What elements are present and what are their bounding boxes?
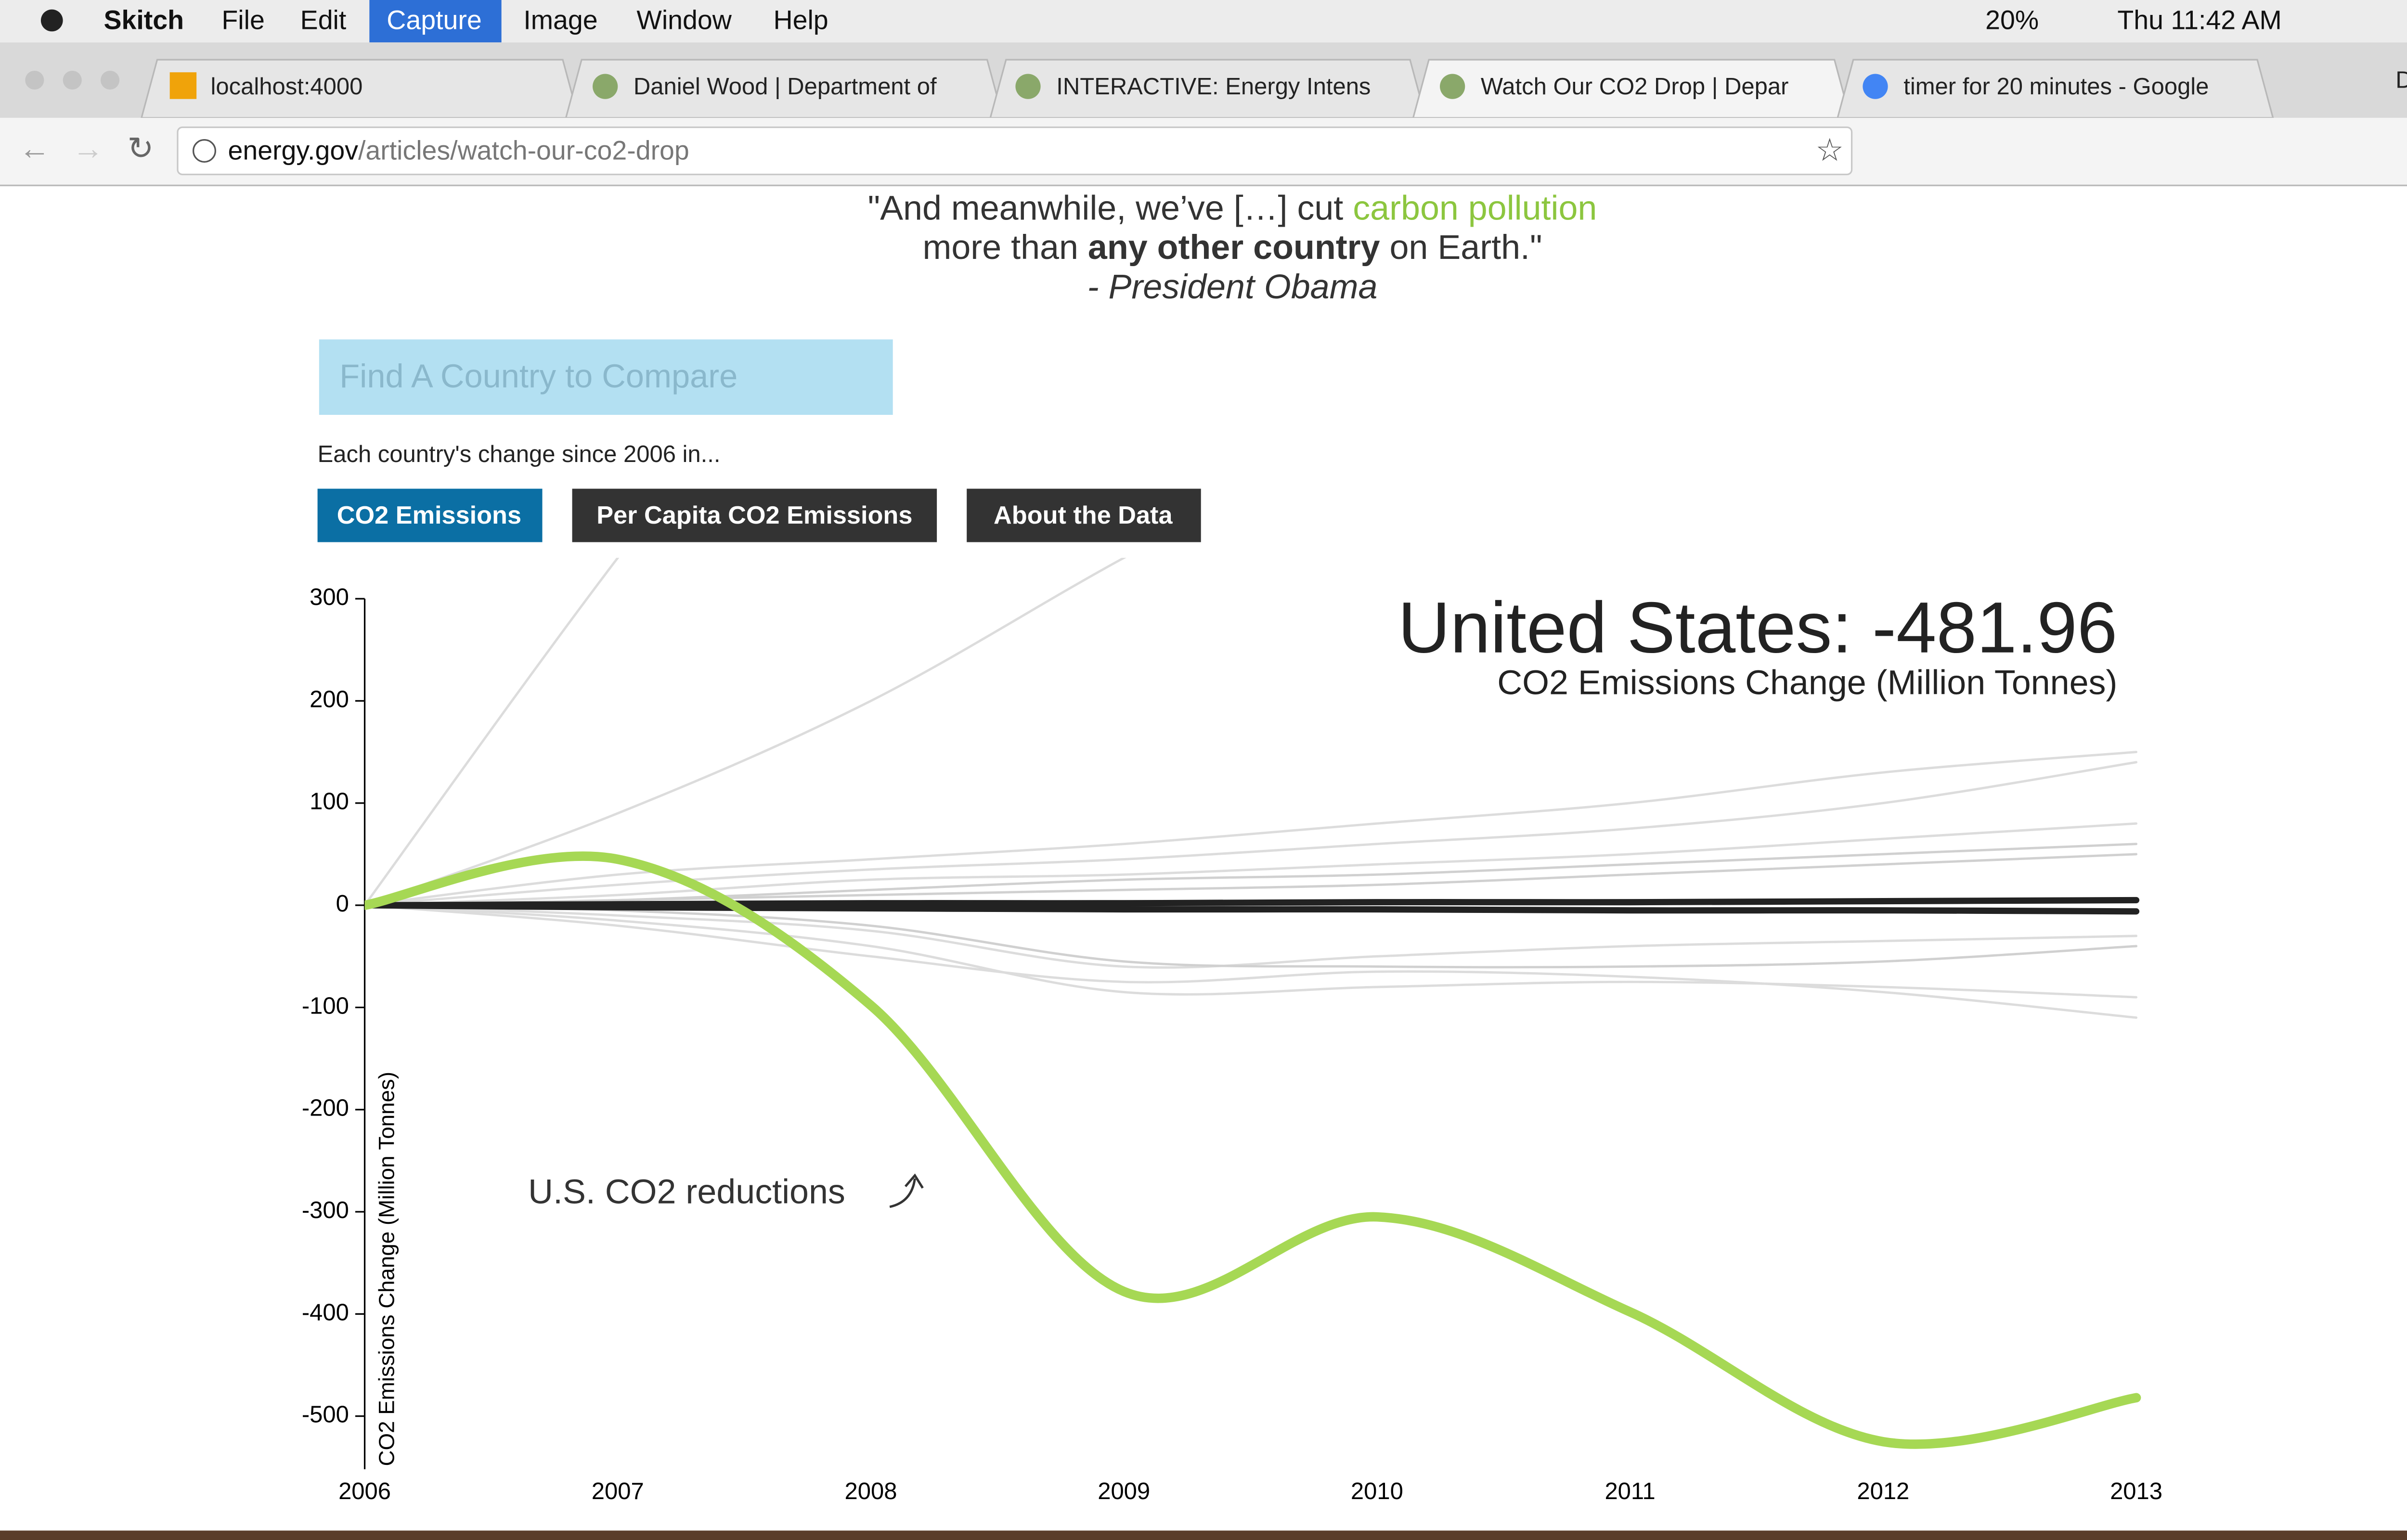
- tab-title[interactable]: timer for 20 minutes - Google: [1903, 74, 2209, 100]
- country-line: [364, 853, 2137, 907]
- intro-text: Each country's change since 2006 in...: [318, 441, 721, 467]
- favicon: [1015, 74, 1041, 99]
- country-line: [364, 822, 2137, 907]
- quote-bold: any other country: [1088, 228, 1380, 267]
- info-icon[interactable]: [193, 139, 216, 163]
- country-line: [364, 558, 1126, 907]
- favicon: [593, 74, 618, 99]
- readout-subtitle: CO2 Emissions Change (Million Tonnes): [1497, 664, 2117, 702]
- bookmark-star[interactable]: ☆: [1815, 132, 1844, 167]
- profile[interactable]: Dan: [2395, 67, 2407, 93]
- menu-highlight: [369, 0, 502, 43]
- window-button[interactable]: [63, 70, 82, 90]
- menu-item[interactable]: File: [221, 5, 264, 35]
- x-tick-label: 2008: [845, 1478, 897, 1504]
- menu-item[interactable]: Edit: [300, 5, 347, 35]
- country-line: [364, 897, 2140, 909]
- y-tick-label: -300: [302, 1197, 349, 1223]
- quote-line: more than any other country on Earth.": [923, 228, 1542, 267]
- readout: United States: -481.96: [1398, 587, 2117, 668]
- y-tick-label: -500: [302, 1402, 349, 1428]
- favicon: [169, 72, 197, 99]
- x-tick-label: 2006: [338, 1478, 391, 1504]
- apple-icon[interactable]: [40, 9, 63, 32]
- highlight-line: [364, 851, 2141, 1449]
- search-box[interactable]: [319, 339, 893, 415]
- quote-attribution: - President Obama: [1087, 268, 1378, 306]
- button[interactable]: [967, 488, 1201, 542]
- tab-title[interactable]: Watch Our CO2 Drop | Depar: [1481, 74, 1789, 100]
- country-line: [364, 904, 2137, 969]
- menu-item[interactable]: Capture: [387, 5, 481, 35]
- y-tick-label: -100: [302, 993, 349, 1019]
- y-tick-label: 200: [310, 686, 349, 712]
- battery[interactable]: 20%: [1985, 5, 2039, 35]
- button[interactable]: [572, 488, 937, 542]
- y-tick-label: 300: [310, 584, 349, 610]
- country-line: [364, 751, 2137, 907]
- quote-text: on Earth.": [1380, 228, 1542, 267]
- country-line: [364, 904, 2137, 969]
- url-path: /articles/watch-our-co2-drop: [358, 135, 689, 165]
- address-bar[interactable]: [177, 126, 1853, 176]
- y-tick-label: 100: [310, 789, 349, 815]
- country-line: [364, 902, 2140, 915]
- url-host: energy.gov: [228, 135, 358, 165]
- x-tick-label: 2007: [592, 1478, 644, 1504]
- y-tick-label: -200: [302, 1095, 349, 1121]
- y-axis-label: CO2 Emissions Change (Million Tonnes): [375, 1072, 399, 1466]
- y-tick-label: -400: [302, 1299, 349, 1325]
- y-tick-label: 0: [336, 891, 349, 917]
- x-tick-label: 2012: [1857, 1478, 1909, 1504]
- x-tick-label: 2013: [2110, 1478, 2162, 1504]
- annotation: U.S. CO2 reductions: [528, 1173, 845, 1211]
- menu-item[interactable]: Image: [523, 5, 597, 35]
- quote-text: more than: [923, 228, 1088, 267]
- desktop-edge: [0, 1530, 2407, 1540]
- x-tick-label: 2010: [1351, 1478, 1403, 1504]
- window-button[interactable]: [100, 70, 120, 90]
- button[interactable]: [317, 488, 543, 542]
- x-tick-label: 2009: [1098, 1478, 1150, 1504]
- menu-item[interactable]: Help: [774, 5, 828, 35]
- forward-button[interactable]: →: [72, 131, 104, 166]
- button-label[interactable]: Per Capita CO2 Emissions: [596, 501, 912, 529]
- annotation-arrow: [889, 1173, 924, 1208]
- button-label[interactable]: CO2 Emissions: [337, 501, 521, 529]
- quote-line: "And meanwhile, we’ve […] cut carbon pol…: [868, 189, 1597, 228]
- quote-highlight: carbon pollution: [1353, 189, 1597, 228]
- tab-title[interactable]: localhost:4000: [211, 74, 363, 100]
- button-label[interactable]: About the Data: [994, 501, 1173, 529]
- tab-title[interactable]: INTERACTIVE: Energy Intens: [1056, 74, 1371, 100]
- app-name[interactable]: Skitch: [104, 5, 184, 35]
- menu-bar: [0, 0, 2407, 43]
- window-button[interactable]: [25, 70, 44, 90]
- country-line: [364, 761, 2137, 907]
- favicon: [1863, 74, 1888, 99]
- plot-lines: [364, 558, 2141, 1449]
- menu-item[interactable]: Window: [636, 5, 732, 35]
- country-line: [364, 904, 2137, 999]
- tab-title[interactable]: Daniel Wood | Department of: [634, 74, 937, 100]
- search-placeholder[interactable]: Find A Country to Compare: [339, 358, 738, 395]
- back-button[interactable]: ←: [19, 131, 50, 166]
- x-tick-label: 2011: [1605, 1478, 1655, 1504]
- url[interactable]: energy.gov/articles/watch-our-co2-drop: [228, 135, 689, 165]
- country-line: [364, 904, 2137, 1019]
- clock[interactable]: Thu 11:42 AM: [2117, 5, 2281, 35]
- reload-button[interactable]: ↻: [127, 131, 154, 166]
- quote-text: "And meanwhile, we’ve […] cut: [868, 189, 1353, 228]
- favicon: [1440, 74, 1465, 99]
